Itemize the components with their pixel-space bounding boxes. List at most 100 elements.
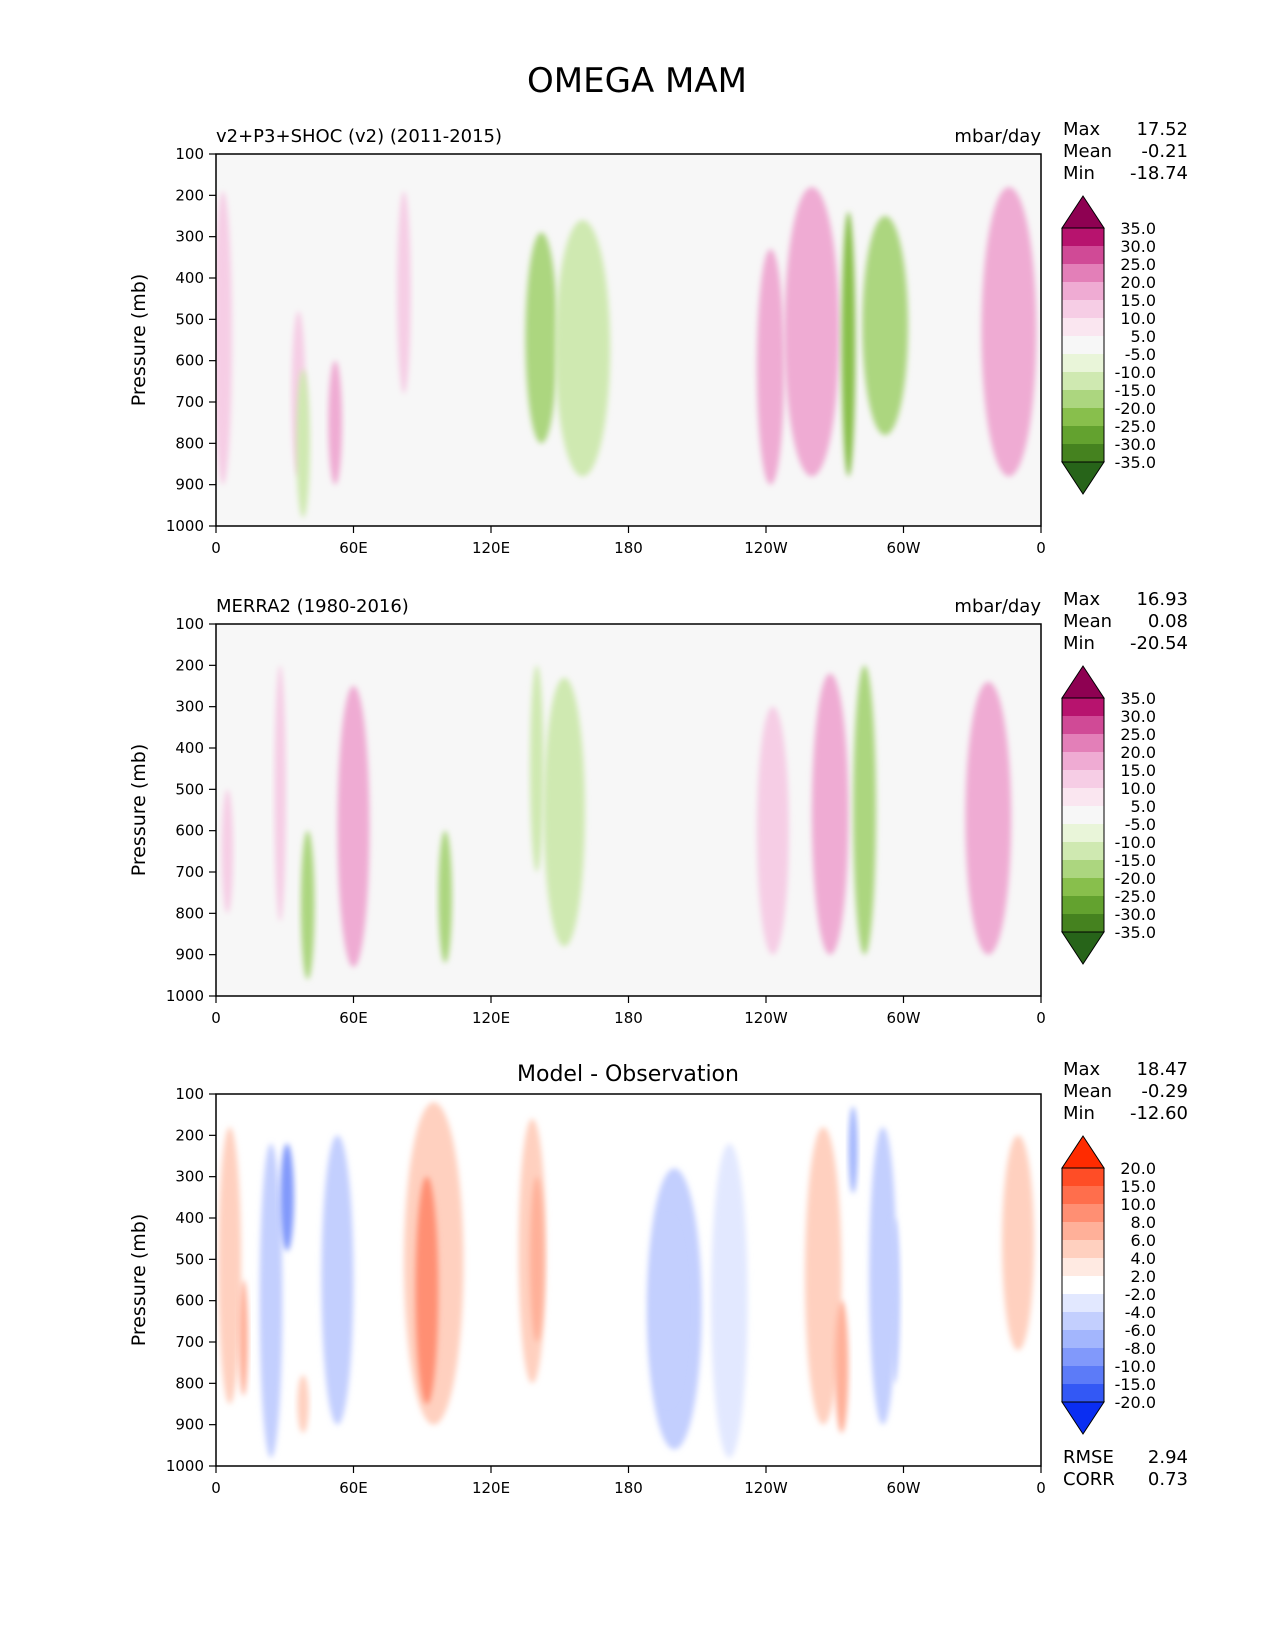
colorbar-label: -30.0 <box>1115 905 1156 924</box>
stat-label: Max <box>1063 589 1101 610</box>
colorbar-segment <box>1062 408 1104 426</box>
colorbar-label: 15.0 <box>1120 1177 1156 1196</box>
colorbar-segment <box>1062 1366 1104 1384</box>
field-feature-positive <box>218 1127 242 1404</box>
x-tick-label: 180 <box>614 539 643 557</box>
colorbar-outline <box>1061 227 1105 463</box>
stats-block: Max 17.52 Mean -0.21 Min -18.74 <box>1063 119 1188 184</box>
y-tick-label: 700 <box>175 863 204 881</box>
stat-label: Min <box>1063 1103 1095 1124</box>
field-feature-positive <box>981 187 1037 477</box>
field-feature-negative <box>555 220 611 477</box>
stat-value: -20.54 <box>1130 633 1188 654</box>
rmse-label: RMSE <box>1063 1447 1114 1468</box>
colorbar-label: -15.0 <box>1115 1375 1156 1394</box>
stat-value: -18.74 <box>1130 163 1188 184</box>
field-feature-positive <box>337 686 370 968</box>
colorbar-segment <box>1062 878 1104 896</box>
colorbar-segment <box>1062 1240 1104 1258</box>
field-feature-negative <box>438 830 453 963</box>
field-feature-negative <box>300 830 315 980</box>
x-tick-label: 0 <box>1036 1009 1046 1027</box>
field-feature-positive <box>1002 1135 1035 1351</box>
panel-title: MERRA2 (1980-2016) <box>216 596 409 617</box>
colorbar-label: 5.0 <box>1131 327 1156 346</box>
colorbar-label: -10.0 <box>1115 363 1156 382</box>
colorbar: 35.030.025.020.015.010.05.0-5.0-10.0-15.… <box>1061 665 1156 965</box>
colorbar-label: -4.0 <box>1125 1303 1156 1322</box>
field-feature-positive <box>415 1176 439 1405</box>
colorbar-label: -20.0 <box>1115 1393 1156 1412</box>
colorbar-segment <box>1062 1222 1104 1240</box>
colorbar-segment <box>1062 1312 1104 1330</box>
panel-observation: MERRA2 (1980-2016) mbar/day Pressure (mb… <box>128 589 1188 1027</box>
field-feature-positive <box>328 360 343 485</box>
colorbar-label: 10.0 <box>1120 1195 1156 1214</box>
rmse-corr-block: RMSE 2.94 CORR 0.73 <box>1063 1447 1188 1490</box>
stat-label: Max <box>1063 119 1101 140</box>
colorbar-label: -10.0 <box>1115 833 1156 852</box>
y-tick-label: 700 <box>175 1333 204 1351</box>
x-tick-label: 60E <box>339 539 368 557</box>
colorbar-segment <box>1062 1186 1104 1204</box>
x-tick-label: 180 <box>614 1009 643 1027</box>
x-tick-label: 60W <box>887 539 921 557</box>
y-tick-label: 900 <box>175 1416 204 1434</box>
colorbar-segment <box>1062 1204 1104 1222</box>
colorbar-segment <box>1062 300 1104 318</box>
colorbar-label: -6.0 <box>1125 1321 1156 1340</box>
panel-title: v2+P3+SHOC (v2) (2011-2015) <box>216 126 502 147</box>
stat-value: -12.60 <box>1130 1103 1188 1124</box>
y-tick-label: 500 <box>175 310 204 328</box>
corr-label: CORR <box>1063 1469 1115 1490</box>
colorbar-segment <box>1062 1330 1104 1348</box>
colorbar-label: 20.0 <box>1120 1159 1156 1178</box>
colorbar-label: -5.0 <box>1125 815 1156 834</box>
field-feature-negative <box>525 232 558 444</box>
colorbar-extend-max <box>1061 195 1105 229</box>
x-tick-label: 0 <box>211 1009 221 1027</box>
colorbar-segment <box>1062 824 1104 842</box>
field-feature-negative <box>862 216 909 436</box>
field-feature-negative <box>529 665 544 873</box>
colorbar-label: -20.0 <box>1115 869 1156 888</box>
colorbar-label: -30.0 <box>1115 435 1156 454</box>
panel-model: v2+P3+SHOC (v2) (2011-2015) mbar/day Pre… <box>128 119 1188 557</box>
field-feature-negative <box>651 1218 684 1404</box>
colorbar-segment <box>1062 282 1104 300</box>
colorbar-label: 10.0 <box>1120 779 1156 798</box>
stat-value: 16.93 <box>1136 589 1188 610</box>
field-background <box>216 154 1041 526</box>
y-tick-label: 300 <box>175 1168 204 1186</box>
field-feature-positive <box>804 1127 842 1425</box>
colorbar: 20.015.010.08.06.04.02.0-2.0-4.0-6.0-8.0… <box>1061 1135 1156 1435</box>
colorbar-label: 20.0 <box>1120 273 1156 292</box>
colorbar-label: 4.0 <box>1131 1249 1156 1268</box>
colorbar-segment <box>1062 716 1104 734</box>
x-ticks: 0 60E 120E 180 120W 60W 0 <box>211 996 1046 1027</box>
y-tick-label: 800 <box>175 1374 204 1392</box>
units-label: mbar/day <box>954 126 1041 147</box>
y-tick-label: 300 <box>175 228 204 246</box>
y-tick-label: 900 <box>175 946 204 964</box>
x-tick-label: 60E <box>339 1479 368 1497</box>
colorbar-segment <box>1062 698 1104 716</box>
x-tick-label: 120W <box>744 539 788 557</box>
colorbar-segment <box>1062 788 1104 806</box>
x-tick-label: 120E <box>472 539 510 557</box>
colorbar-segment <box>1062 1258 1104 1276</box>
field-feature-positive <box>221 789 234 914</box>
units-label: mbar/day <box>954 596 1041 617</box>
y-tick-label: 600 <box>175 1292 204 1310</box>
colorbar-segment <box>1062 336 1104 354</box>
field-feature-positive <box>756 706 789 955</box>
y-tick-label: 1000 <box>166 517 204 535</box>
x-tick-label: 120E <box>472 1479 510 1497</box>
colorbar-segment <box>1062 444 1104 462</box>
colorbar-segment <box>1062 1294 1104 1312</box>
y-tick-label: 200 <box>175 656 204 674</box>
stat-label: Min <box>1063 633 1095 654</box>
field-features <box>218 1102 1035 1458</box>
colorbar-label: 30.0 <box>1120 237 1156 256</box>
